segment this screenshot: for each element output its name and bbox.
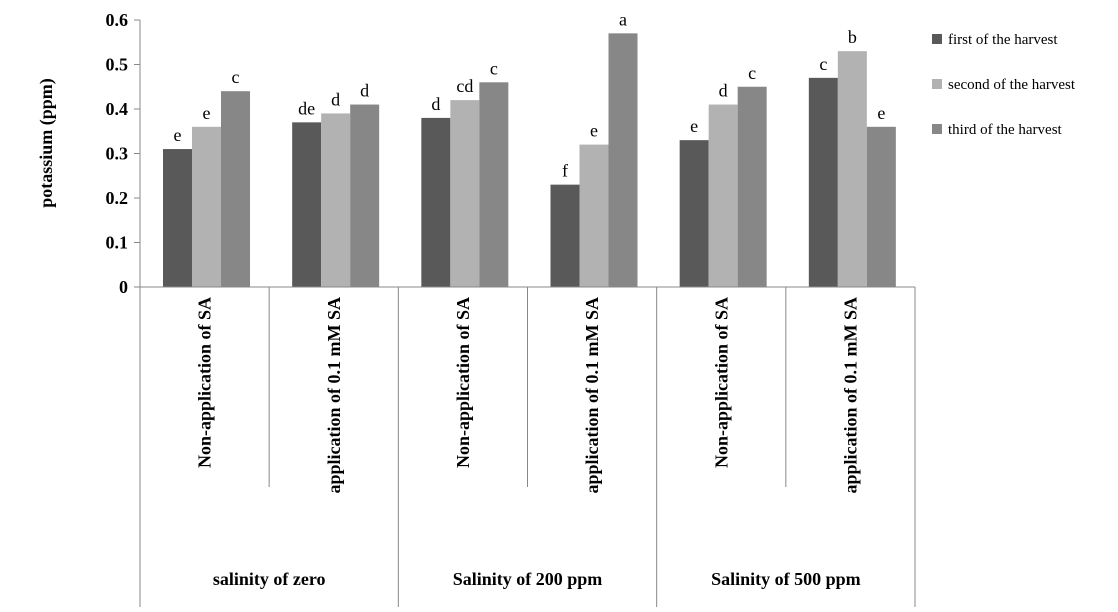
legend-item: second of the harvest: [932, 77, 1076, 93]
bar-data-label: e: [203, 103, 211, 123]
legend-item: first of the harvest: [932, 32, 1058, 48]
bar: [679, 140, 709, 287]
x-category-label: application of 0.1 mM SA: [582, 297, 602, 494]
y-tick-label: 0.1: [106, 233, 129, 253]
bar: [737, 86, 767, 287]
bar: [163, 149, 192, 287]
bar-data-label: c: [748, 63, 756, 83]
legend-label: third of the harvest: [948, 122, 1063, 138]
bar: [479, 82, 509, 287]
legend-item: third of the harvest: [932, 122, 1063, 138]
bar: [808, 77, 838, 287]
bar-data-label: e: [690, 116, 698, 136]
x-axis: Non-application of SA application of 0.1 …: [139, 286, 916, 607]
x-category-label: Non-application of SA: [195, 297, 215, 468]
bars: [163, 33, 896, 288]
y-tick-label: 0.3: [106, 144, 129, 164]
bar-data-label: d: [360, 81, 369, 101]
bar: [350, 104, 380, 287]
y-tick-label: 0.4: [106, 99, 129, 119]
bar: [866, 126, 896, 287]
bar: [421, 117, 451, 288]
y-axis: 0 0.1 0.2 0.3 0.4 0.5 0.6: [106, 10, 141, 297]
bar-data-label: d: [719, 81, 728, 101]
bar-data-label: e: [877, 103, 885, 123]
bar-data-label: f: [562, 161, 568, 181]
legend-swatch: [932, 124, 942, 134]
bar-data-label: de: [298, 98, 315, 118]
bar: [579, 144, 609, 287]
bar-data-label: e: [590, 121, 598, 141]
legend-swatch: [932, 34, 942, 44]
bar: [608, 33, 638, 287]
bar-data-label: c: [490, 58, 498, 78]
bar: [550, 184, 580, 287]
bar: [837, 51, 867, 288]
legend-swatch: [932, 79, 942, 89]
bar: [450, 100, 480, 287]
legend-label: second of the harvest: [948, 77, 1076, 93]
bar: [708, 104, 738, 287]
x-group-label: Salinity of 500 ppm: [711, 569, 861, 589]
x-category-label: application of 0.1 mM SA: [324, 297, 344, 494]
legend-label: first of the harvest: [948, 32, 1058, 48]
legend: first of the harvest second of the harves…: [932, 32, 1076, 138]
bar-data-label: d: [431, 94, 440, 114]
bar: [221, 91, 250, 287]
y-axis-label: potassium (ppm): [36, 78, 57, 208]
bar-data-label: c: [819, 54, 827, 74]
bar-data-label: c: [232, 67, 240, 87]
y-tick-label: 0.5: [106, 55, 129, 75]
bar-data-label: cd: [456, 76, 473, 96]
y-tick-label: 0.6: [106, 10, 129, 30]
x-category-label: Non-application of SA: [453, 297, 473, 468]
x-group-label: Salinity of 200 ppm: [453, 569, 603, 589]
x-category-label: Non-application of SA: [711, 297, 731, 468]
bar: [321, 113, 351, 287]
bar-data-label: b: [848, 27, 857, 47]
y-axis-label-group: potassium (ppm): [36, 78, 57, 208]
bar-data-label: a: [619, 9, 627, 29]
y-tick-label: 0: [119, 277, 128, 297]
y-tick-label: 0.2: [106, 188, 129, 208]
x-group-label: salinity of zero: [213, 569, 326, 589]
bar-data-label: d: [331, 89, 340, 109]
bar-data-label: e: [174, 125, 182, 145]
bar: [292, 122, 322, 287]
x-category-label: application of 0.1 mM SA: [840, 297, 860, 494]
bar: [192, 126, 221, 287]
